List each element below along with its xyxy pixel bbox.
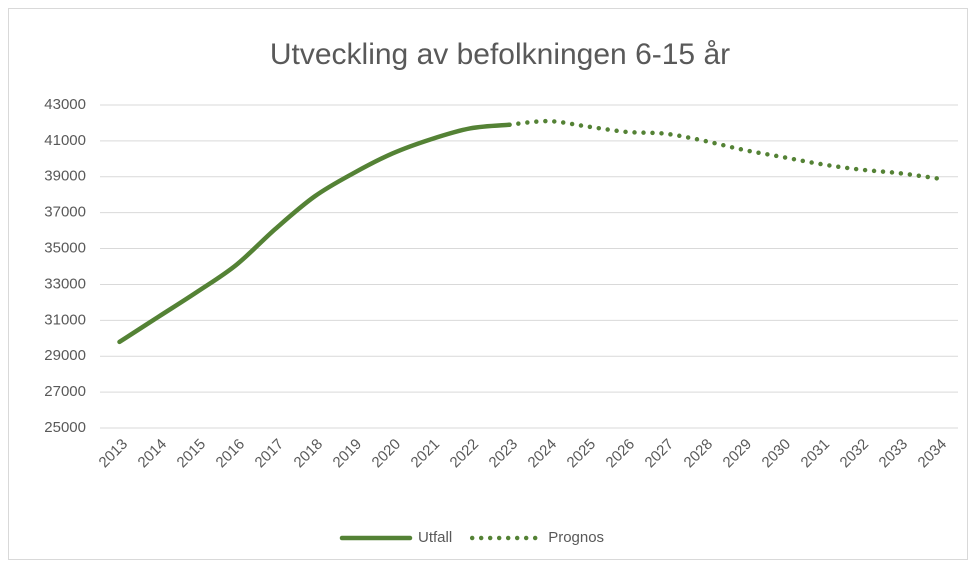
y-tick-label: 29000 [44,347,86,364]
legend-label: Utfall [418,529,452,546]
y-tick-label: 33000 [44,275,86,292]
legend-label: Prognos [548,529,604,546]
series-line [507,118,941,181]
series-line [117,122,512,345]
y-tick-label: 43000 [44,96,86,113]
y-tick-label: 25000 [44,419,86,436]
y-tick-label: 31000 [44,311,86,328]
chart-title: Utveckling av befolkningen 6-15 år [270,38,730,71]
y-tick-label: 27000 [44,383,86,400]
y-tick-label: 39000 [44,168,86,185]
y-tick-label: 41000 [44,132,86,149]
y-tick-label: 35000 [44,240,86,257]
y-tick-label: 37000 [44,204,86,221]
